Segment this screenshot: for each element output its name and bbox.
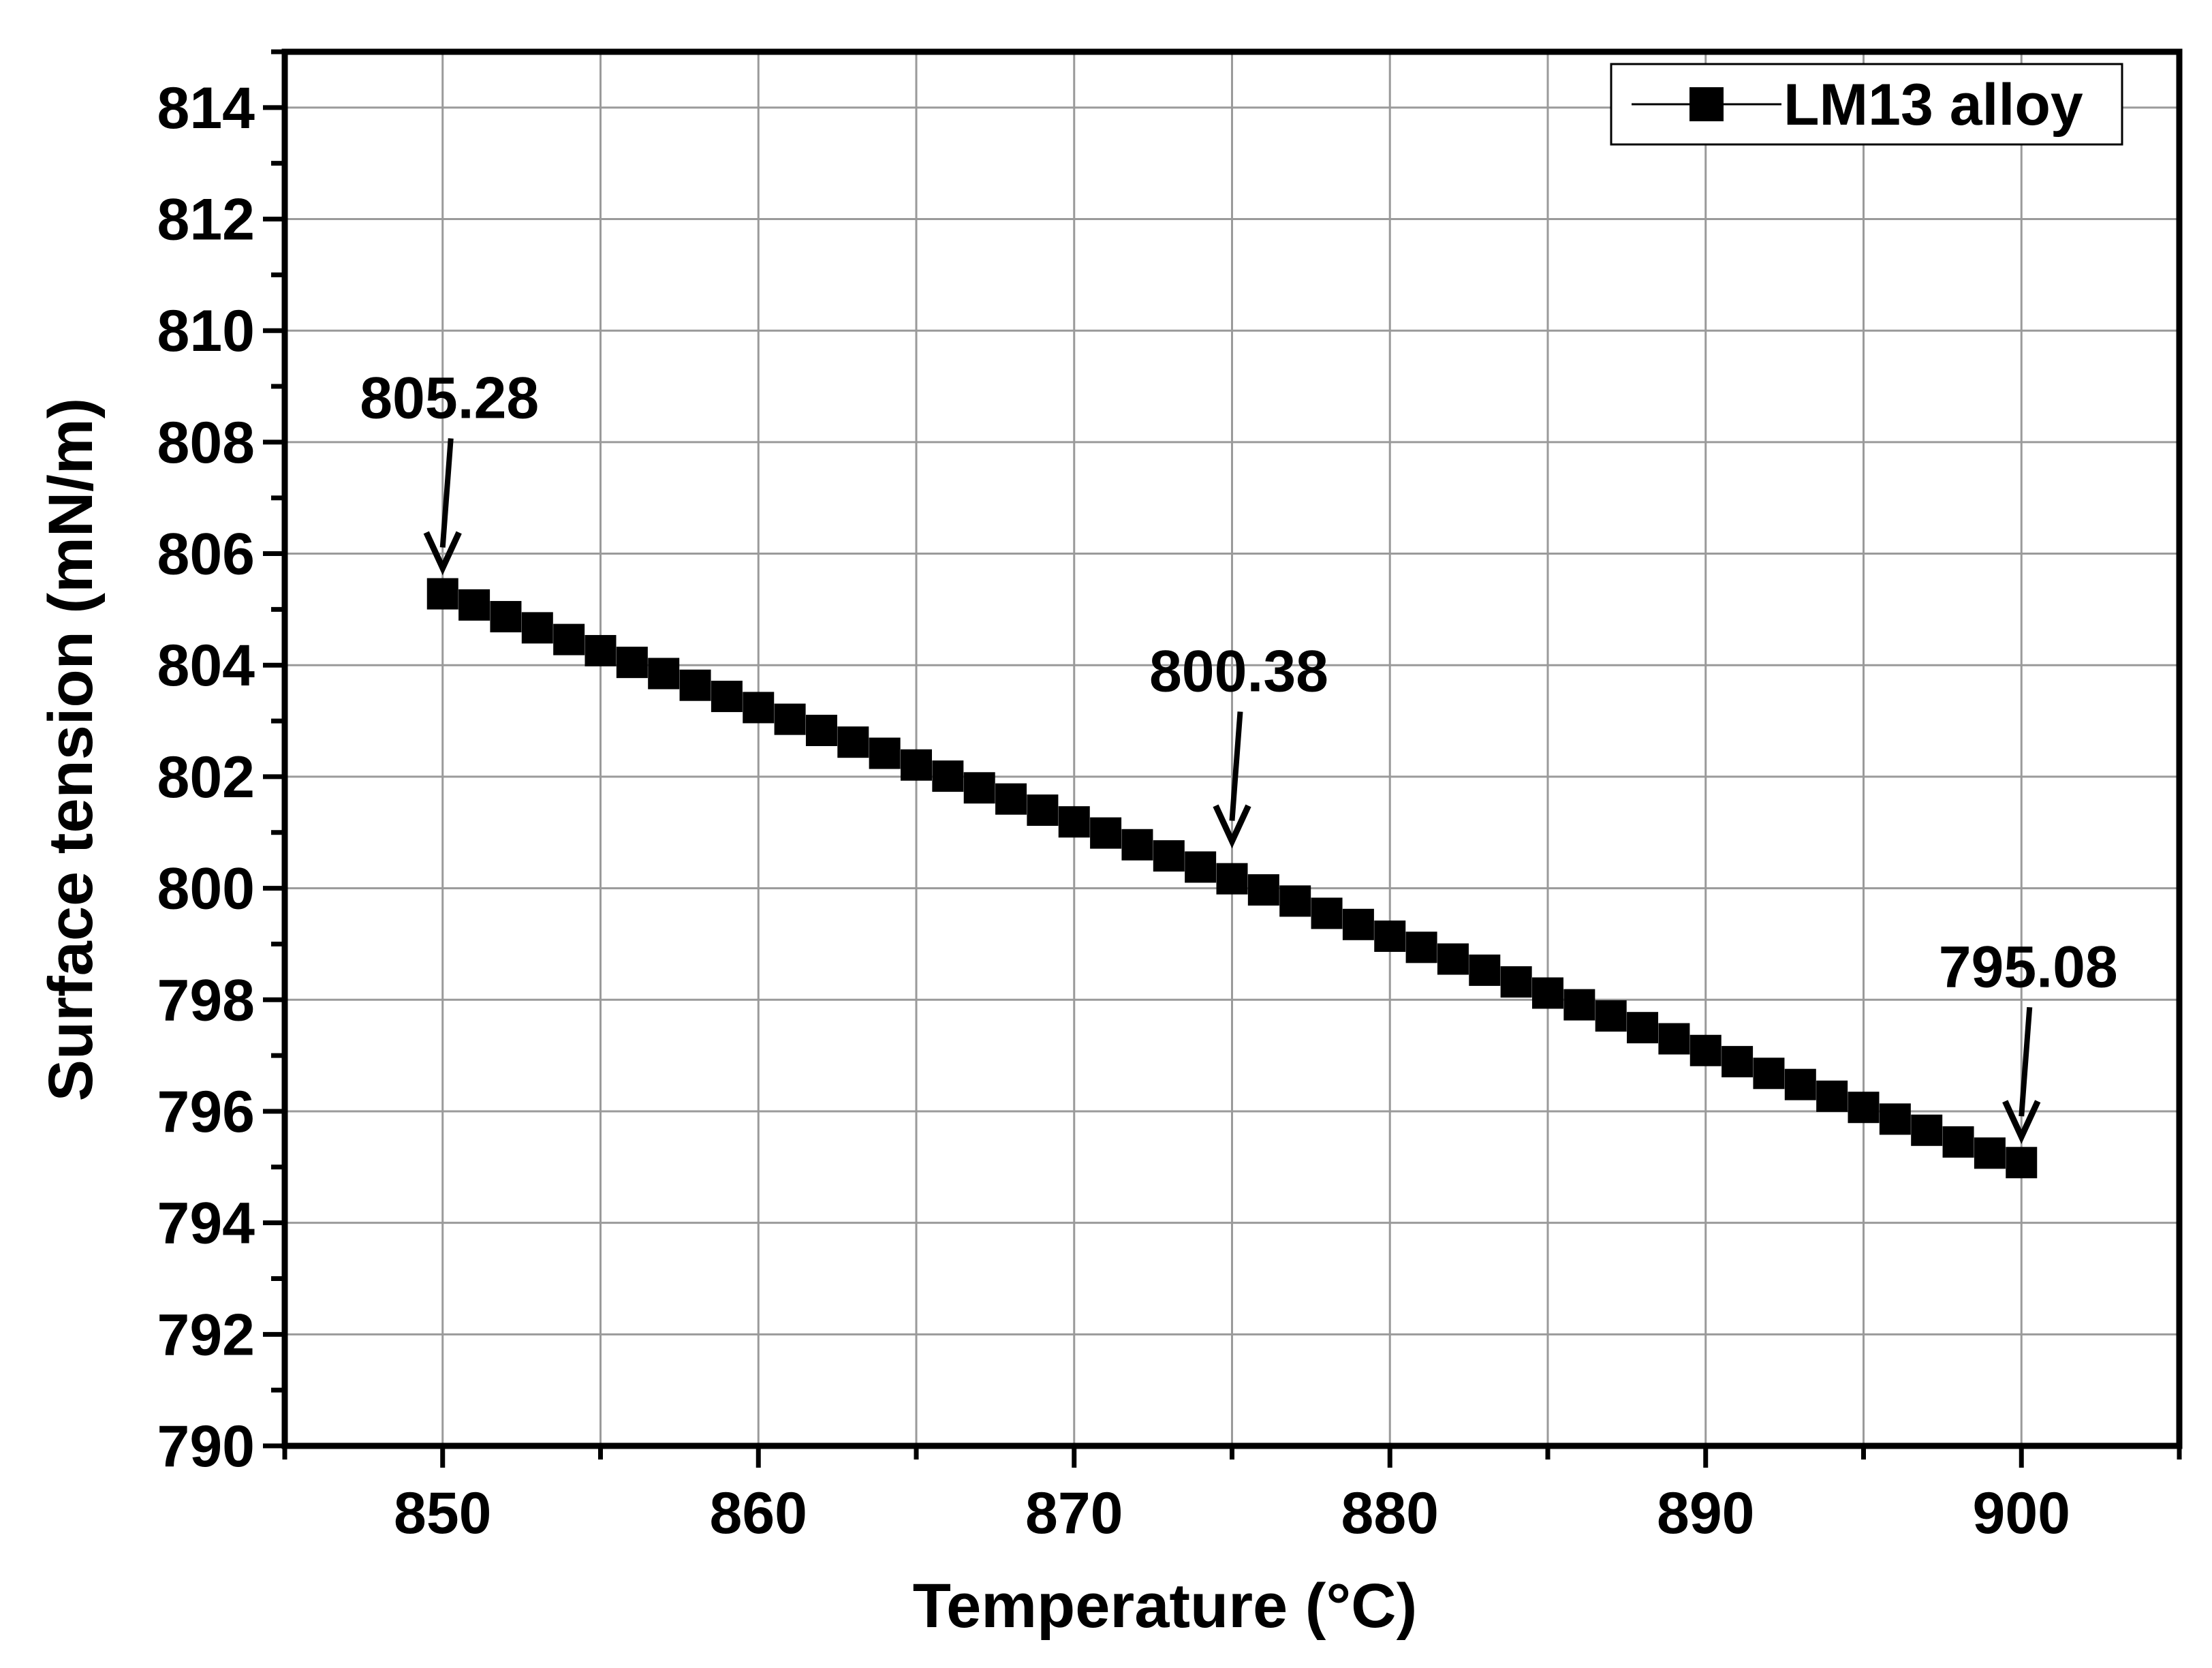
legend: LM13 alloy [1610,63,2123,146]
data-point [616,647,648,679]
data-point [1090,817,1122,849]
annotation-arrow-shaft [2019,1006,2033,1117]
data-point [553,623,585,655]
series-lm13-alloy [426,578,2038,1179]
y-tick-label: 808 [157,410,255,476]
data-point [711,681,743,713]
y-axis-title: Surface tension (mN/m) [36,398,106,1102]
data-point [774,703,806,735]
data-point [1658,1023,1690,1055]
data-point [1058,806,1090,838]
data-point [1753,1057,1785,1090]
y-tick-labels: 790 792 794 796 798 800 802 804 806 808 810 812 814 [157,76,255,1479]
data-point [1942,1126,1974,1158]
data-point [458,589,490,621]
data-point [1405,931,1437,963]
data-point [1627,1012,1659,1044]
data-point [585,634,617,666]
x-tick-labels: 850 860 870 880 890 900 [394,1481,2070,1546]
data-point [1311,897,1343,929]
data-point [521,612,553,644]
data-point [743,692,775,724]
data-point [490,601,522,633]
annotation-arrow-shaft [1229,711,1243,821]
y-tick-label: 802 [157,745,255,810]
data-point [1027,794,1059,827]
data-point [1247,874,1279,906]
data-point [869,737,901,769]
data-point [1689,1034,1722,1066]
x-tick-label: 890 [1657,1481,1755,1546]
legend-marker-square [1689,87,1724,121]
data-point [805,714,837,746]
annotation-arrow-head [2002,1100,2041,1144]
axis-ticks [263,49,2182,1468]
y-tick-label: 812 [157,187,255,253]
data-point [995,783,1027,815]
data-point [1784,1068,1816,1100]
data-point [1216,863,1248,895]
x-tick-label: 900 [1973,1481,2071,1546]
y-tick-label: 798 [157,968,255,1033]
data-point [1722,1046,1754,1078]
annotation-arrow-head [423,531,462,576]
annotations: 805.28 800.38 795.08 [360,365,2118,1144]
y-tick-label: 792 [157,1302,255,1368]
annotation-arrow-head [1213,804,1251,849]
data-point [648,658,680,690]
data-point [1848,1092,1880,1124]
y-tick-label: 814 [157,76,255,141]
data-point [1563,989,1595,1021]
data-point [1437,943,1469,975]
data-point [901,749,932,781]
annotation-label: 800.38 [1149,639,1328,705]
annotation-label: 795.08 [1939,934,2118,1000]
x-tick-label: 850 [394,1481,492,1546]
y-tick-label: 806 [157,522,255,587]
x-axis-title: Temperature (°C) [913,1571,1418,1641]
x-tick-label: 880 [1341,1481,1439,1546]
data-point [1500,966,1532,998]
y-tick-label: 810 [157,298,255,364]
data-point [679,669,711,701]
annotation-label: 805.28 [360,365,539,431]
data-point [426,578,458,610]
x-tick-label: 870 [1025,1481,1123,1546]
data-point [1469,954,1501,986]
data-point [1911,1114,1943,1146]
legend-label: LM13 alloy [1783,72,2083,138]
data-point [1342,908,1374,940]
data-point [1279,885,1311,917]
y-tick-label: 794 [157,1191,255,1256]
annotation-arrow-shaft [439,438,454,548]
data-point [963,772,995,804]
data-point [1879,1103,1911,1135]
data-point [2006,1147,2038,1179]
y-tick-label: 804 [157,633,255,698]
data-point [1974,1137,2006,1169]
data-point [1595,1000,1627,1032]
x-tick-label: 860 [710,1481,808,1546]
y-tick-label: 796 [157,1079,255,1145]
data-point [1121,829,1153,861]
data-point [837,726,869,758]
data-point [932,760,964,792]
data-point [1532,977,1563,1009]
data-point [1185,851,1217,883]
y-tick-label: 800 [157,856,255,922]
data-point [1816,1080,1848,1112]
data-point [1374,920,1406,952]
grid-lines [285,52,2179,1446]
y-tick-label: 790 [157,1414,255,1479]
data-point [1153,840,1185,872]
